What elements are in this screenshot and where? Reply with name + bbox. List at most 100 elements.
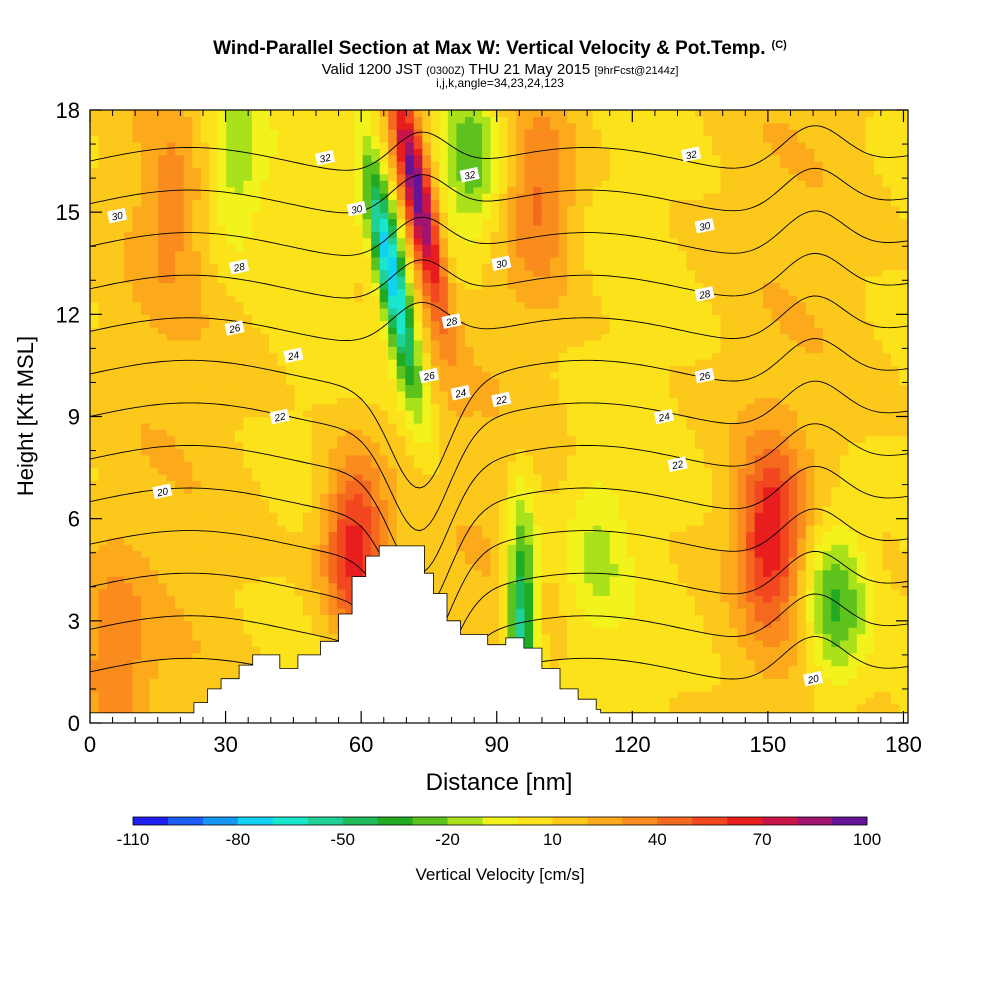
w-cell [277, 339, 287, 347]
w-cell [98, 212, 108, 220]
w-cell [464, 263, 475, 271]
w-cell [243, 550, 253, 558]
w-cell [90, 665, 100, 673]
w-cell [524, 352, 534, 360]
w-cell [243, 135, 253, 143]
w-cell [277, 627, 287, 635]
w-cell [268, 595, 279, 603]
w-cell [90, 461, 100, 469]
w-cell [422, 365, 432, 373]
w-cell [277, 639, 287, 647]
w-cell [422, 473, 432, 481]
w-cell [294, 333, 304, 341]
w-cell [141, 461, 151, 469]
w-cell [90, 250, 100, 258]
w-cell [200, 537, 210, 545]
w-cell [422, 416, 432, 424]
w-cell [132, 665, 142, 673]
w-cell [90, 486, 100, 494]
w-cell [166, 295, 176, 303]
w-cell [328, 576, 338, 584]
w-cell [124, 173, 134, 181]
w-cell [277, 480, 287, 488]
w-cell [234, 199, 244, 207]
w-cell [183, 633, 193, 641]
w-cell [166, 678, 176, 686]
w-cell [260, 212, 270, 220]
w-cell [430, 295, 440, 303]
w-cell [132, 461, 142, 469]
w-cell [260, 141, 270, 149]
w-cell [320, 218, 330, 226]
w-cell [354, 212, 364, 220]
w-cell [149, 422, 159, 430]
w-cell [456, 282, 466, 290]
w-cell [183, 390, 193, 398]
w-cell [209, 525, 219, 533]
w-cell [371, 416, 381, 424]
w-cell [430, 410, 440, 418]
w-cell [192, 110, 202, 117]
w-cell [430, 320, 440, 328]
w-cell [107, 569, 117, 577]
w-cell [200, 378, 210, 386]
w-cell [362, 224, 372, 232]
w-cell [311, 167, 321, 175]
w-cell [456, 339, 466, 347]
w-cell [328, 263, 338, 271]
w-cell [192, 135, 202, 143]
w-cell [524, 295, 534, 303]
w-cell [320, 116, 330, 124]
w-cell [320, 135, 330, 143]
w-cell [524, 378, 534, 386]
w-cell [303, 410, 313, 418]
w-cell [507, 576, 517, 584]
w-cell [243, 537, 253, 545]
w-cell [439, 173, 449, 181]
w-cell [447, 563, 457, 571]
w-cell [473, 301, 483, 309]
w-cell [209, 480, 219, 488]
w-cell [132, 371, 142, 379]
w-cell [388, 173, 398, 181]
w-cell [524, 231, 534, 239]
w-cell [132, 129, 142, 137]
w-cell [473, 141, 483, 149]
w-cell [507, 467, 517, 475]
w-cell [354, 556, 364, 564]
w-cell [132, 480, 142, 488]
w-cell [430, 537, 440, 545]
w-cell [251, 467, 262, 475]
w-cell [166, 665, 176, 673]
w-cell [234, 231, 244, 239]
w-cell [337, 237, 347, 245]
w-cell [124, 582, 134, 590]
w-cell [490, 486, 500, 494]
w-cell [413, 244, 423, 252]
w-cell [499, 454, 509, 462]
w-cell [141, 608, 151, 616]
w-cell [175, 224, 185, 232]
w-cell [328, 531, 338, 539]
w-cell [107, 595, 117, 603]
w-cell [132, 671, 142, 679]
w-cell [337, 556, 347, 564]
w-cell [311, 359, 321, 367]
w-cell [115, 378, 125, 386]
w-cell [209, 148, 219, 156]
w-cell [405, 116, 415, 124]
w-cell [490, 224, 500, 232]
w-cell [499, 627, 509, 635]
w-cell [192, 531, 202, 539]
w-cell [413, 269, 423, 277]
w-cell [320, 499, 330, 507]
w-cell [337, 537, 347, 545]
w-cell [507, 563, 517, 571]
w-cell [371, 448, 381, 456]
w-cell [481, 352, 492, 360]
w-cell [107, 550, 117, 558]
w-cell [354, 512, 364, 520]
w-cell [234, 537, 244, 545]
w-cell [98, 422, 108, 430]
w-cell [90, 212, 100, 220]
